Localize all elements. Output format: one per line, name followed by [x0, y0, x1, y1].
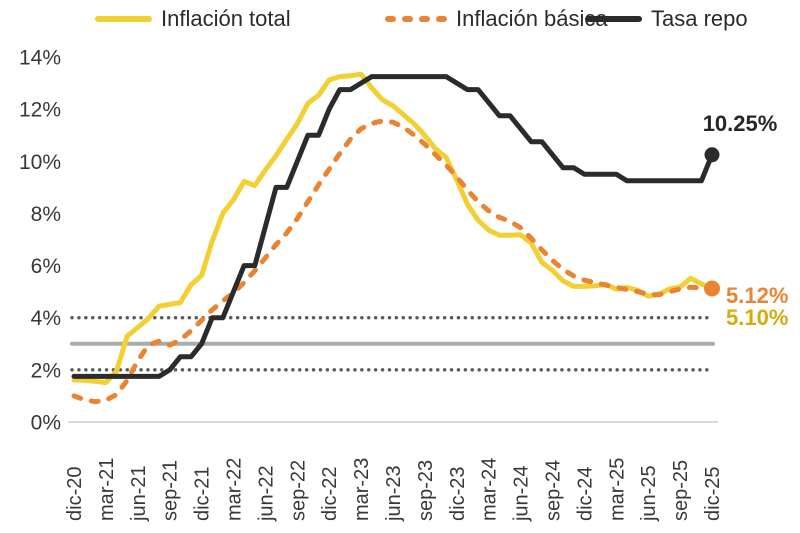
series-line-tasa-repo: [71, 74, 715, 379]
x-tick-label: dic-23: [447, 467, 469, 521]
x-tick-label: sep-25: [670, 460, 692, 521]
x-tick-label: jun-23: [383, 465, 405, 522]
legend-label-tasa-repo: Tasa repo: [651, 6, 748, 31]
x-tick-label: mar-25: [606, 458, 628, 521]
y-tick-label: 14%: [19, 47, 61, 70]
x-tick-label: dic-22: [319, 467, 341, 521]
series-end-marker-tasa-repo: [704, 147, 720, 163]
x-tick-label: mar-23: [351, 458, 373, 521]
y-tick-label: 10%: [19, 151, 61, 174]
y-tick-label: 8%: [31, 203, 61, 226]
x-tick-label: jun-21: [128, 465, 150, 522]
black-solid-line-swatch-icon: [585, 16, 642, 22]
repo-end-value-label: 10.25%: [703, 111, 778, 136]
legend-item-tasa-repo: Tasa repo: [585, 5, 748, 33]
x-tick-label: mar-22: [224, 458, 246, 521]
series-end-marker-inflacion-basica: [704, 280, 720, 297]
series-line-inflaci-n-b-sica: [71, 118, 715, 405]
y-axis-tick-labels: 14% 12% 10% 8% 6% 4% 2% 0%: [19, 47, 61, 435]
x-tick-label: dic-20: [64, 467, 86, 521]
y-tick-label: 6%: [31, 255, 61, 278]
y-tick-label: 2%: [31, 359, 61, 382]
x-tick-label: jun-22: [255, 465, 277, 522]
y-tick-label: 4%: [31, 307, 61, 330]
orange-dashed-line-swatch-icon: [385, 16, 447, 22]
chart-legend: Inflación total Inflación básica Tasa re…: [0, 5, 800, 33]
total-end-value-label: 5.10%: [726, 305, 788, 330]
x-tick-label: dic-25: [702, 467, 724, 521]
series-lines: [71, 71, 720, 405]
legend-item-inflacion-basica: Inflación básica: [385, 5, 608, 33]
y-tick-label: 0%: [31, 412, 61, 435]
x-tick-label: mar-21: [96, 458, 118, 521]
legend-label-inflacion-total: Inflación total: [161, 6, 291, 31]
x-tick-label: sep-22: [287, 460, 309, 521]
x-tick-label: sep-23: [415, 460, 437, 521]
reference-lines: [70, 316, 715, 372]
x-tick-label: dic-24: [574, 467, 596, 521]
x-tick-label: sep-24: [543, 460, 565, 521]
x-tick-label: jun-24: [511, 465, 533, 522]
x-axis-tick-labels: dic-20 mar-21 jun-21 sep-21 dic-21 mar-22 jun-…: [64, 458, 724, 522]
x-tick-label: dic-21: [192, 467, 214, 521]
x-tick-label: sep-21: [160, 460, 182, 521]
x-tick-label: jun-25: [638, 465, 660, 522]
basica-end-value-label: 5.12%: [726, 283, 788, 308]
y-tick-label: 12%: [19, 99, 61, 122]
x-tick-label: mar-24: [479, 458, 501, 521]
legend-item-inflacion-total: Inflación total: [95, 5, 291, 33]
legend-label-inflacion-basica: Inflación básica: [456, 6, 608, 31]
yellow-solid-line-swatch-icon: [95, 16, 152, 22]
